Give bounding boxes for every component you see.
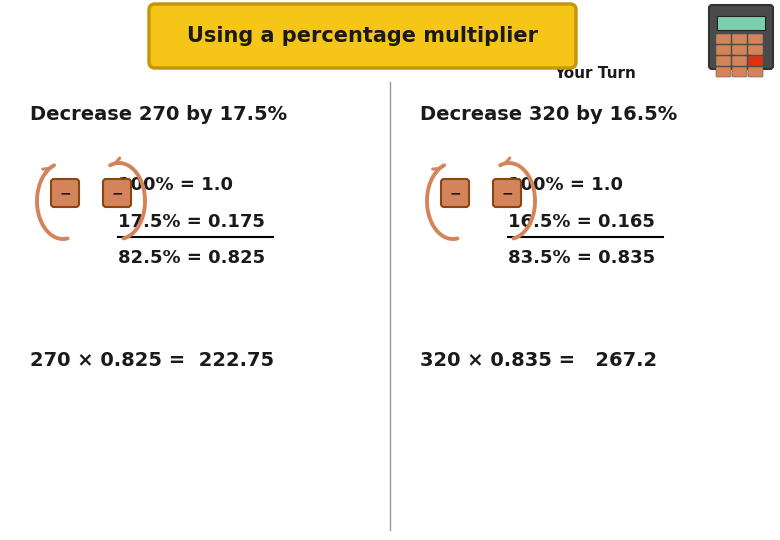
FancyBboxPatch shape: [493, 179, 521, 207]
Text: 82.5% = 0.825: 82.5% = 0.825: [118, 249, 265, 267]
Text: 16.5% = 0.165: 16.5% = 0.165: [508, 213, 655, 231]
FancyBboxPatch shape: [149, 4, 576, 68]
FancyBboxPatch shape: [748, 45, 763, 55]
FancyBboxPatch shape: [716, 34, 731, 44]
Text: 270 × 0.825 =  222.75: 270 × 0.825 = 222.75: [30, 350, 274, 369]
Text: 17.5% = 0.175: 17.5% = 0.175: [118, 213, 265, 231]
Text: −: −: [502, 186, 512, 200]
FancyBboxPatch shape: [717, 16, 765, 30]
Text: 100% = 1.0: 100% = 1.0: [508, 176, 623, 194]
FancyBboxPatch shape: [441, 179, 469, 207]
FancyBboxPatch shape: [716, 56, 731, 66]
Text: 100% = 1.0: 100% = 1.0: [118, 176, 233, 194]
FancyBboxPatch shape: [732, 56, 747, 66]
FancyBboxPatch shape: [716, 67, 731, 77]
Text: −: −: [449, 186, 461, 200]
Text: Your Turn: Your Turn: [554, 66, 636, 82]
FancyBboxPatch shape: [732, 45, 747, 55]
Text: Using a percentage multiplier: Using a percentage multiplier: [187, 26, 538, 46]
FancyBboxPatch shape: [748, 67, 763, 77]
FancyBboxPatch shape: [716, 45, 731, 55]
Text: −: −: [59, 186, 71, 200]
Text: 83.5% = 0.835: 83.5% = 0.835: [508, 249, 655, 267]
FancyBboxPatch shape: [748, 56, 763, 66]
FancyBboxPatch shape: [732, 67, 747, 77]
Text: Decrease 320 by 16.5%: Decrease 320 by 16.5%: [420, 105, 677, 125]
Text: 320 × 0.835 =   267.2: 320 × 0.835 = 267.2: [420, 350, 657, 369]
FancyBboxPatch shape: [709, 5, 773, 69]
FancyBboxPatch shape: [748, 34, 763, 44]
FancyBboxPatch shape: [103, 179, 131, 207]
FancyBboxPatch shape: [51, 179, 79, 207]
Text: Decrease 270 by 17.5%: Decrease 270 by 17.5%: [30, 105, 287, 125]
Text: −: −: [112, 186, 122, 200]
FancyBboxPatch shape: [732, 34, 747, 44]
